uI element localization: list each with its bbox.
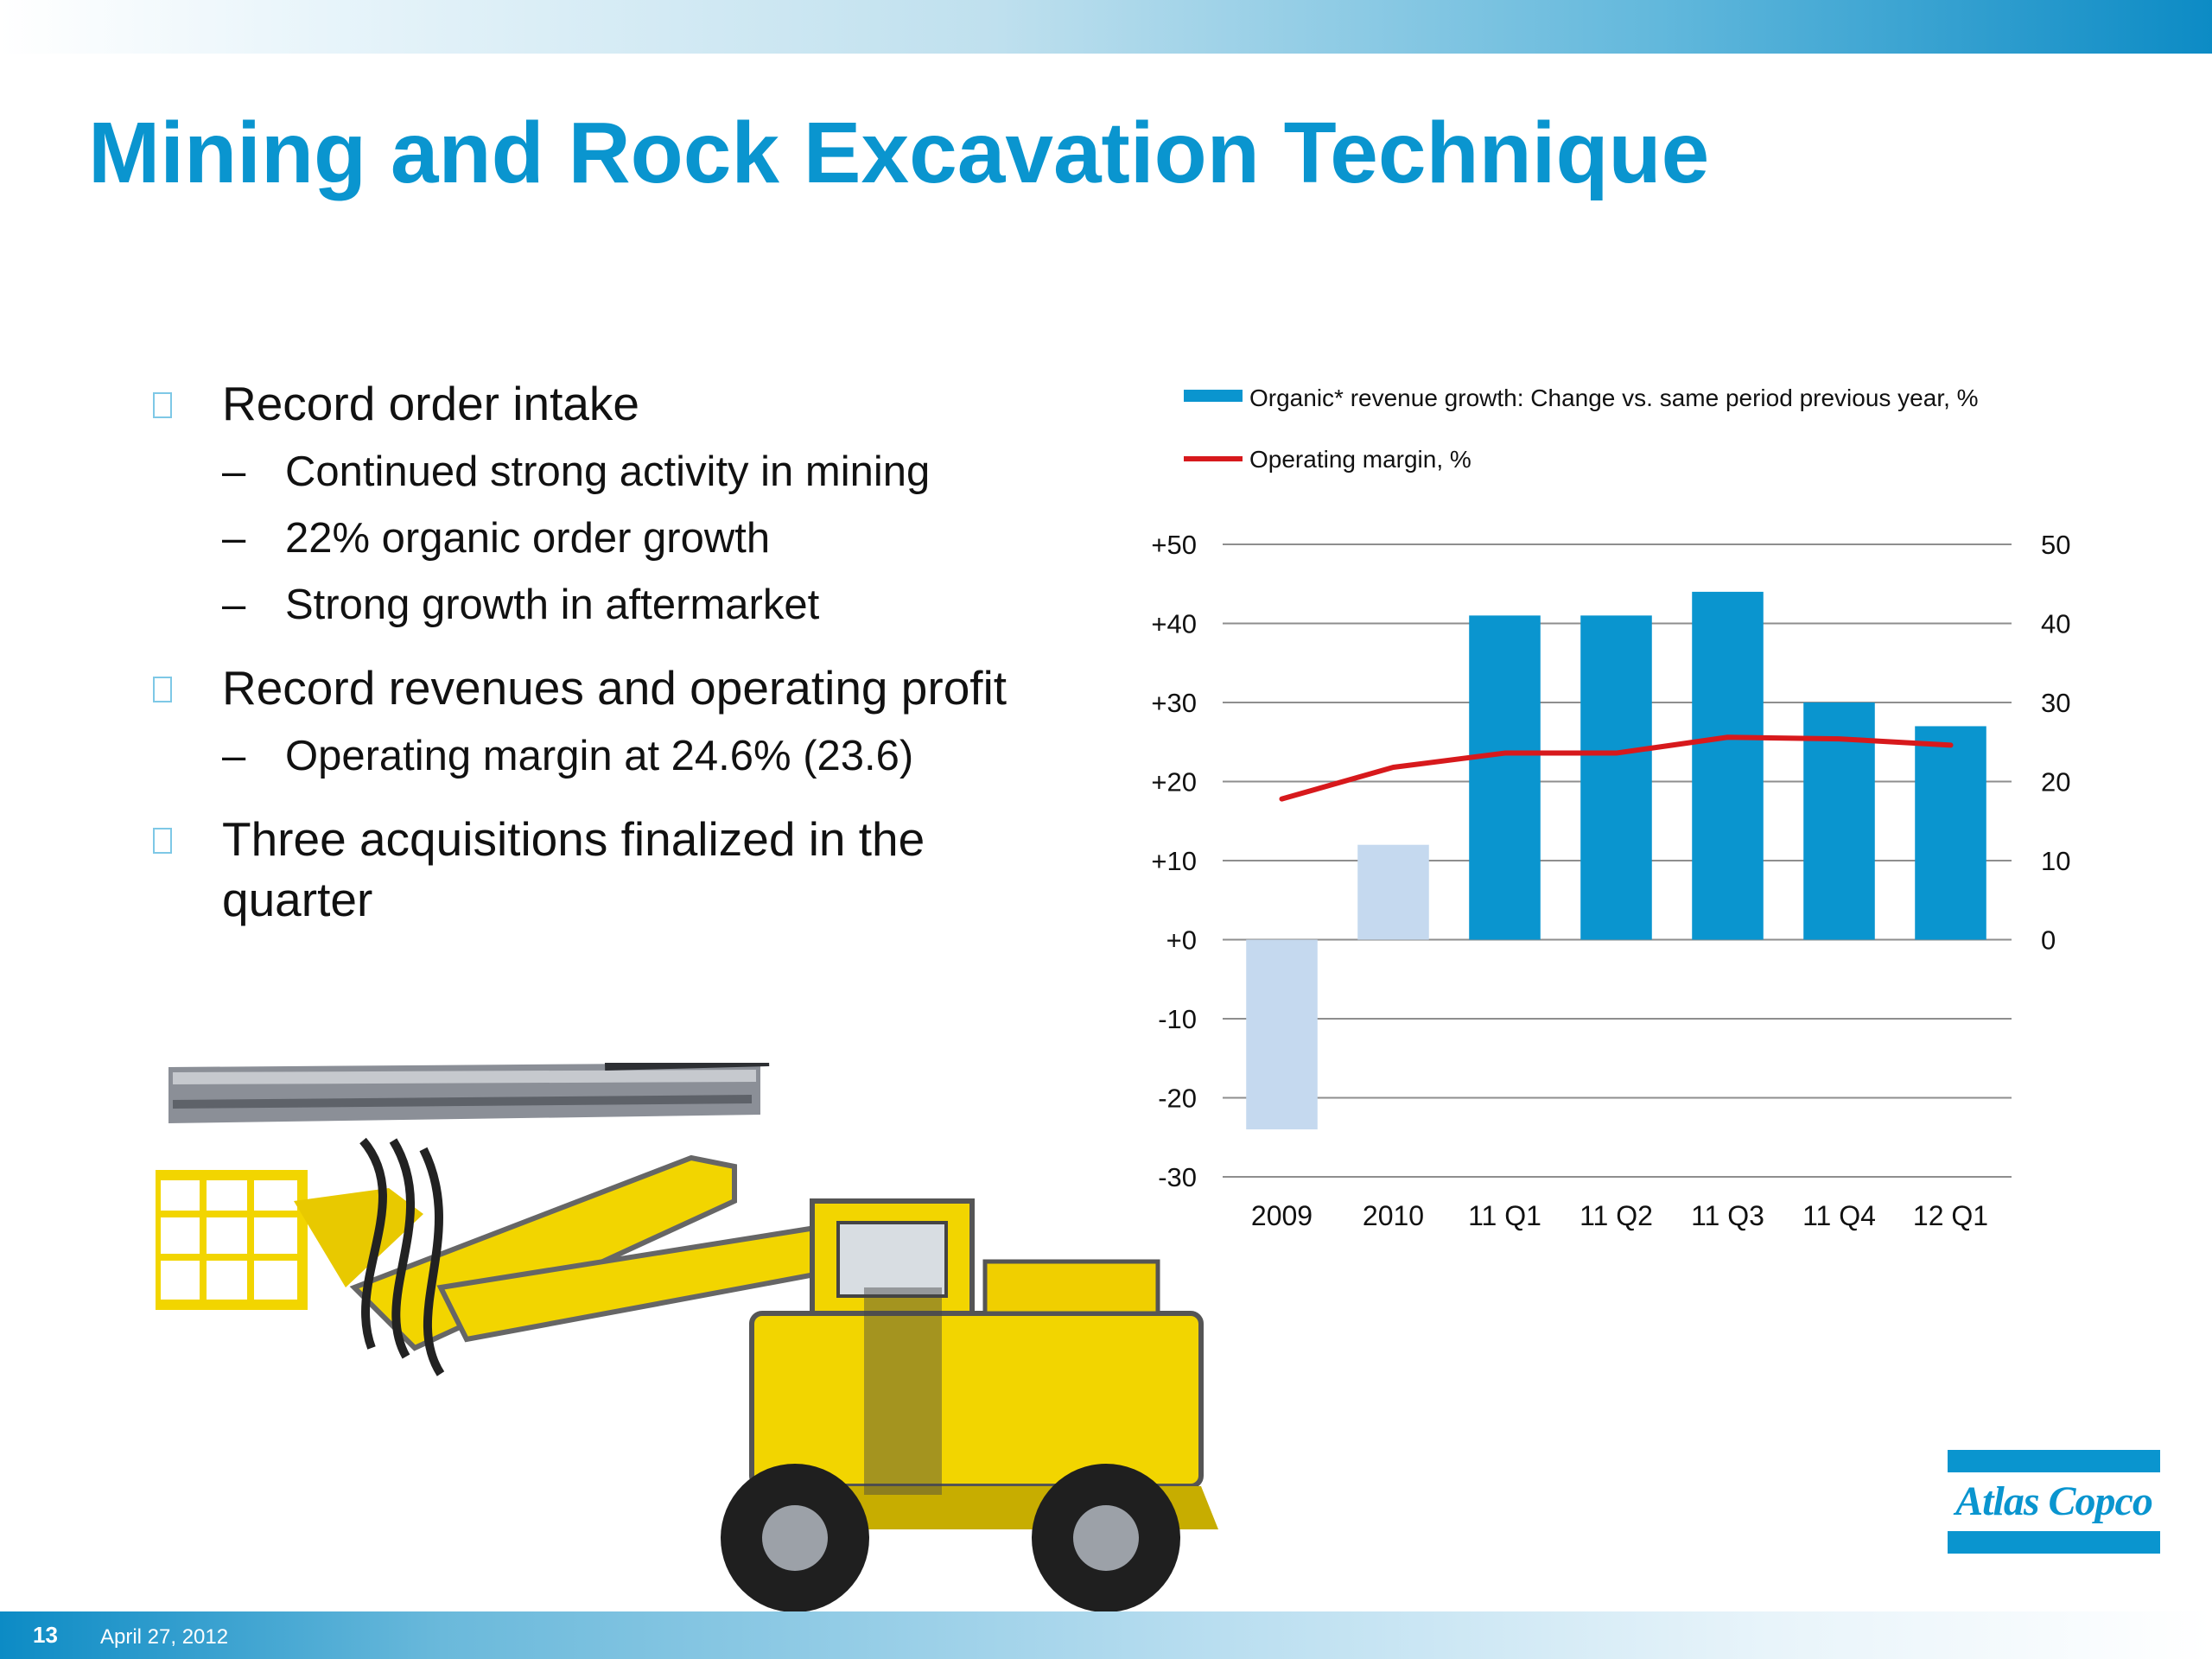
sub-bullet-item: – Operating margin at 24.6% (23.6) xyxy=(151,723,1067,790)
logo-bottom-bar xyxy=(1948,1531,2160,1554)
sub-bullet-item: – Strong growth in aftermarket xyxy=(151,572,1067,639)
bullet-box-icon xyxy=(153,677,172,702)
page-number: 13 xyxy=(33,1622,58,1648)
logo-text: Atlas Copco xyxy=(1955,1478,2153,1524)
bar-12-q1 xyxy=(1915,726,1986,940)
bullet-text: Three acquisitions finalized in the quar… xyxy=(222,812,925,926)
bullet-item: Record revenues and operating profit xyxy=(151,658,1067,718)
right-axis-tick-label: 30 xyxy=(2041,688,2070,718)
logo-top-bar xyxy=(1948,1450,2160,1472)
bar-11-q2 xyxy=(1580,615,1652,940)
x-axis-category-label: 11 Q3 xyxy=(1691,1200,1764,1231)
bullet-box-icon xyxy=(153,392,172,418)
sub-bullet-text: Strong growth in aftermarket xyxy=(285,582,820,628)
right-axis-tick-label: 20 xyxy=(2041,767,2070,798)
slide-title: Mining and Rock Excavation Technique xyxy=(88,105,1710,201)
left-axis-tick-label: +0 xyxy=(1166,925,1197,956)
bar-2009 xyxy=(1246,939,1318,1130)
bar-11-q3 xyxy=(1692,591,1764,940)
legend-item-line-series: Operating margin, % xyxy=(1249,446,1471,473)
sub-bullet-text: 22% organic order growth xyxy=(285,515,771,562)
legend-bar-swatch xyxy=(1184,390,1243,402)
chart-container: +50 +40 +30 +20 +10 +0 -10 -20 -30 50 40 30 20 10 0 2… xyxy=(1097,363,2117,1244)
left-axis-tick-label: -30 xyxy=(1158,1162,1197,1192)
left-axis-tick-label: -10 xyxy=(1158,1004,1197,1034)
left-axis-tick-label: +10 xyxy=(1151,846,1197,876)
drill-rig-image xyxy=(156,1063,1313,1624)
bullet-item: Record order intake xyxy=(151,373,1067,434)
bullet-list: Record order intake – Continued strong a… xyxy=(151,373,1067,935)
bar-2010 xyxy=(1357,844,1429,940)
bullet-text: Record revenues and operating profit xyxy=(222,661,1007,715)
x-axis-category-label: 11 Q2 xyxy=(1580,1200,1653,1231)
drill-rig-illustration xyxy=(156,1063,1218,1612)
dash-icon: – xyxy=(222,733,246,779)
sub-bullet-text: Continued strong activity in mining xyxy=(285,448,931,495)
operating-margin-line xyxy=(1279,734,1954,802)
left-axis-tick-label: -20 xyxy=(1158,1084,1197,1114)
dash-icon: – xyxy=(222,448,246,495)
bullet-text: Record order intake xyxy=(222,377,640,430)
sub-bullet-text: Operating margin at 24.6% (23.6) xyxy=(285,733,914,779)
left-axis-tick-label: +20 xyxy=(1151,767,1197,798)
x-axis-category-label: 11 Q4 xyxy=(1802,1200,1876,1231)
bottom-gradient-band xyxy=(0,1611,2212,1659)
dash-icon: – xyxy=(222,582,246,628)
legend-item-bar-series: Organic* revenue growth: Change vs. same… xyxy=(1249,385,1979,411)
bar-11-q1 xyxy=(1469,615,1541,940)
x-axis-category-label: 2009 xyxy=(1251,1200,1313,1231)
sub-bullet-item: – 22% organic order growth xyxy=(151,505,1067,572)
footer-date: April 27, 2012 xyxy=(100,1625,229,1649)
atlas-copco-logo: Atlas Copco xyxy=(1948,1450,2160,1554)
left-axis-tick-label: +40 xyxy=(1151,609,1197,639)
right-axis-tick-label: 40 xyxy=(2041,609,2070,639)
sub-bullet-item: – Continued strong activity in mining xyxy=(151,439,1067,505)
left-axis-tick-label: +30 xyxy=(1151,688,1197,718)
top-gradient-band xyxy=(0,0,2212,54)
x-axis-category-label: 2010 xyxy=(1363,1200,1424,1231)
left-axis-tick-label: +50 xyxy=(1151,530,1197,560)
dash-icon: – xyxy=(222,515,246,562)
bullet-box-icon xyxy=(153,828,172,854)
right-axis-tick-label: 50 xyxy=(2041,530,2070,560)
right-axis-tick-label: 0 xyxy=(2041,925,2056,956)
x-axis-category-label: 11 Q1 xyxy=(1468,1200,1541,1231)
bullet-item: Three acquisitions finalized in the quar… xyxy=(151,809,1000,930)
right-axis-tick-label: 10 xyxy=(2041,846,2070,876)
x-axis-category-label: 12 Q1 xyxy=(1913,1200,1988,1231)
